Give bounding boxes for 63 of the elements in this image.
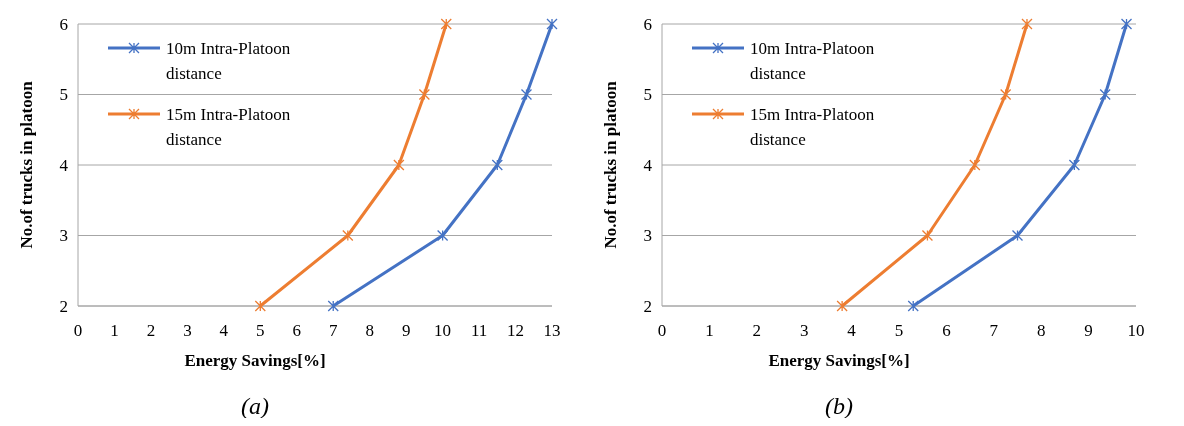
x-tick-label: 1 [705,321,714,340]
point [836,300,848,312]
y-tick-label: 4 [643,155,653,175]
point [907,300,919,312]
x-tick-label: 6 [942,321,951,340]
x-tick-label: 11 [470,321,488,340]
x-tick-label: 0 [657,321,667,340]
y-tick-label: 2 [59,296,68,316]
point [921,229,934,242]
x-axis-title: Energy Savings[%] [768,351,910,370]
y-tick-label: 3 [643,226,652,245]
point [440,18,452,30]
x-tick-label: 6 [292,321,302,340]
point [342,229,354,242]
x-tick-label: 2 [752,321,762,340]
point [1068,159,1081,171]
x-tick-label: 12 [507,321,525,340]
y-tick-label: 6 [643,14,652,34]
y-tick-label: 2 [643,296,652,316]
legend-label: 10m Intra-Platoon distance [750,38,875,83]
x-tick-label: 3 [183,321,192,340]
y-tick-label: 6 [59,14,68,34]
x-tick-label: 4 [847,321,857,340]
y-tick-label: 5 [643,85,652,104]
x-tick-label: 8 [365,321,374,340]
point [254,300,266,312]
x-tick-label: 1 [110,321,119,340]
point [1099,88,1111,101]
x-tick-label: 3 [799,321,809,340]
x-tick-label: 7 [328,321,338,340]
x-tick-label: 4 [219,321,229,340]
x-axis-title: Energy Savings[%] [184,351,326,370]
y-axis-title: No.of trucks in platoon [601,80,620,249]
x-tick-label: 9 [401,321,411,340]
point [546,18,558,30]
point [969,159,981,171]
y-tick-label: 3 [59,226,68,245]
point [327,300,339,312]
point [1021,18,1033,30]
x-tick-label: 9 [1084,321,1093,340]
legend-label: 10m Intra-Platoon distance [166,38,291,83]
point [1011,229,1024,242]
x-tick-label: 8 [1036,321,1046,340]
point [436,229,449,242]
x-tick-label: 2 [146,321,156,340]
x-tick-label: 5 [256,321,265,340]
x-tick-label: 5 [894,321,904,340]
y-tick-label: 4 [59,155,69,175]
x-tick-label: 0 [73,321,83,340]
point [393,159,405,171]
y-axis-title: No.of trucks in platoon [17,80,36,249]
point [520,88,533,101]
legend-label: 15m Intra-Platoon distance [166,104,291,149]
x-tick-label: 10 [1127,321,1145,340]
point [418,88,431,101]
x-tick-label: 13 [543,321,561,340]
x-tick-label: 10 [434,321,452,340]
point [491,159,503,171]
point [1120,18,1133,30]
x-tick-label: 7 [989,321,999,340]
legend-label: 15m Intra-Platoon distance [750,104,875,149]
point [1000,88,1012,101]
y-tick-label: 5 [59,85,68,104]
